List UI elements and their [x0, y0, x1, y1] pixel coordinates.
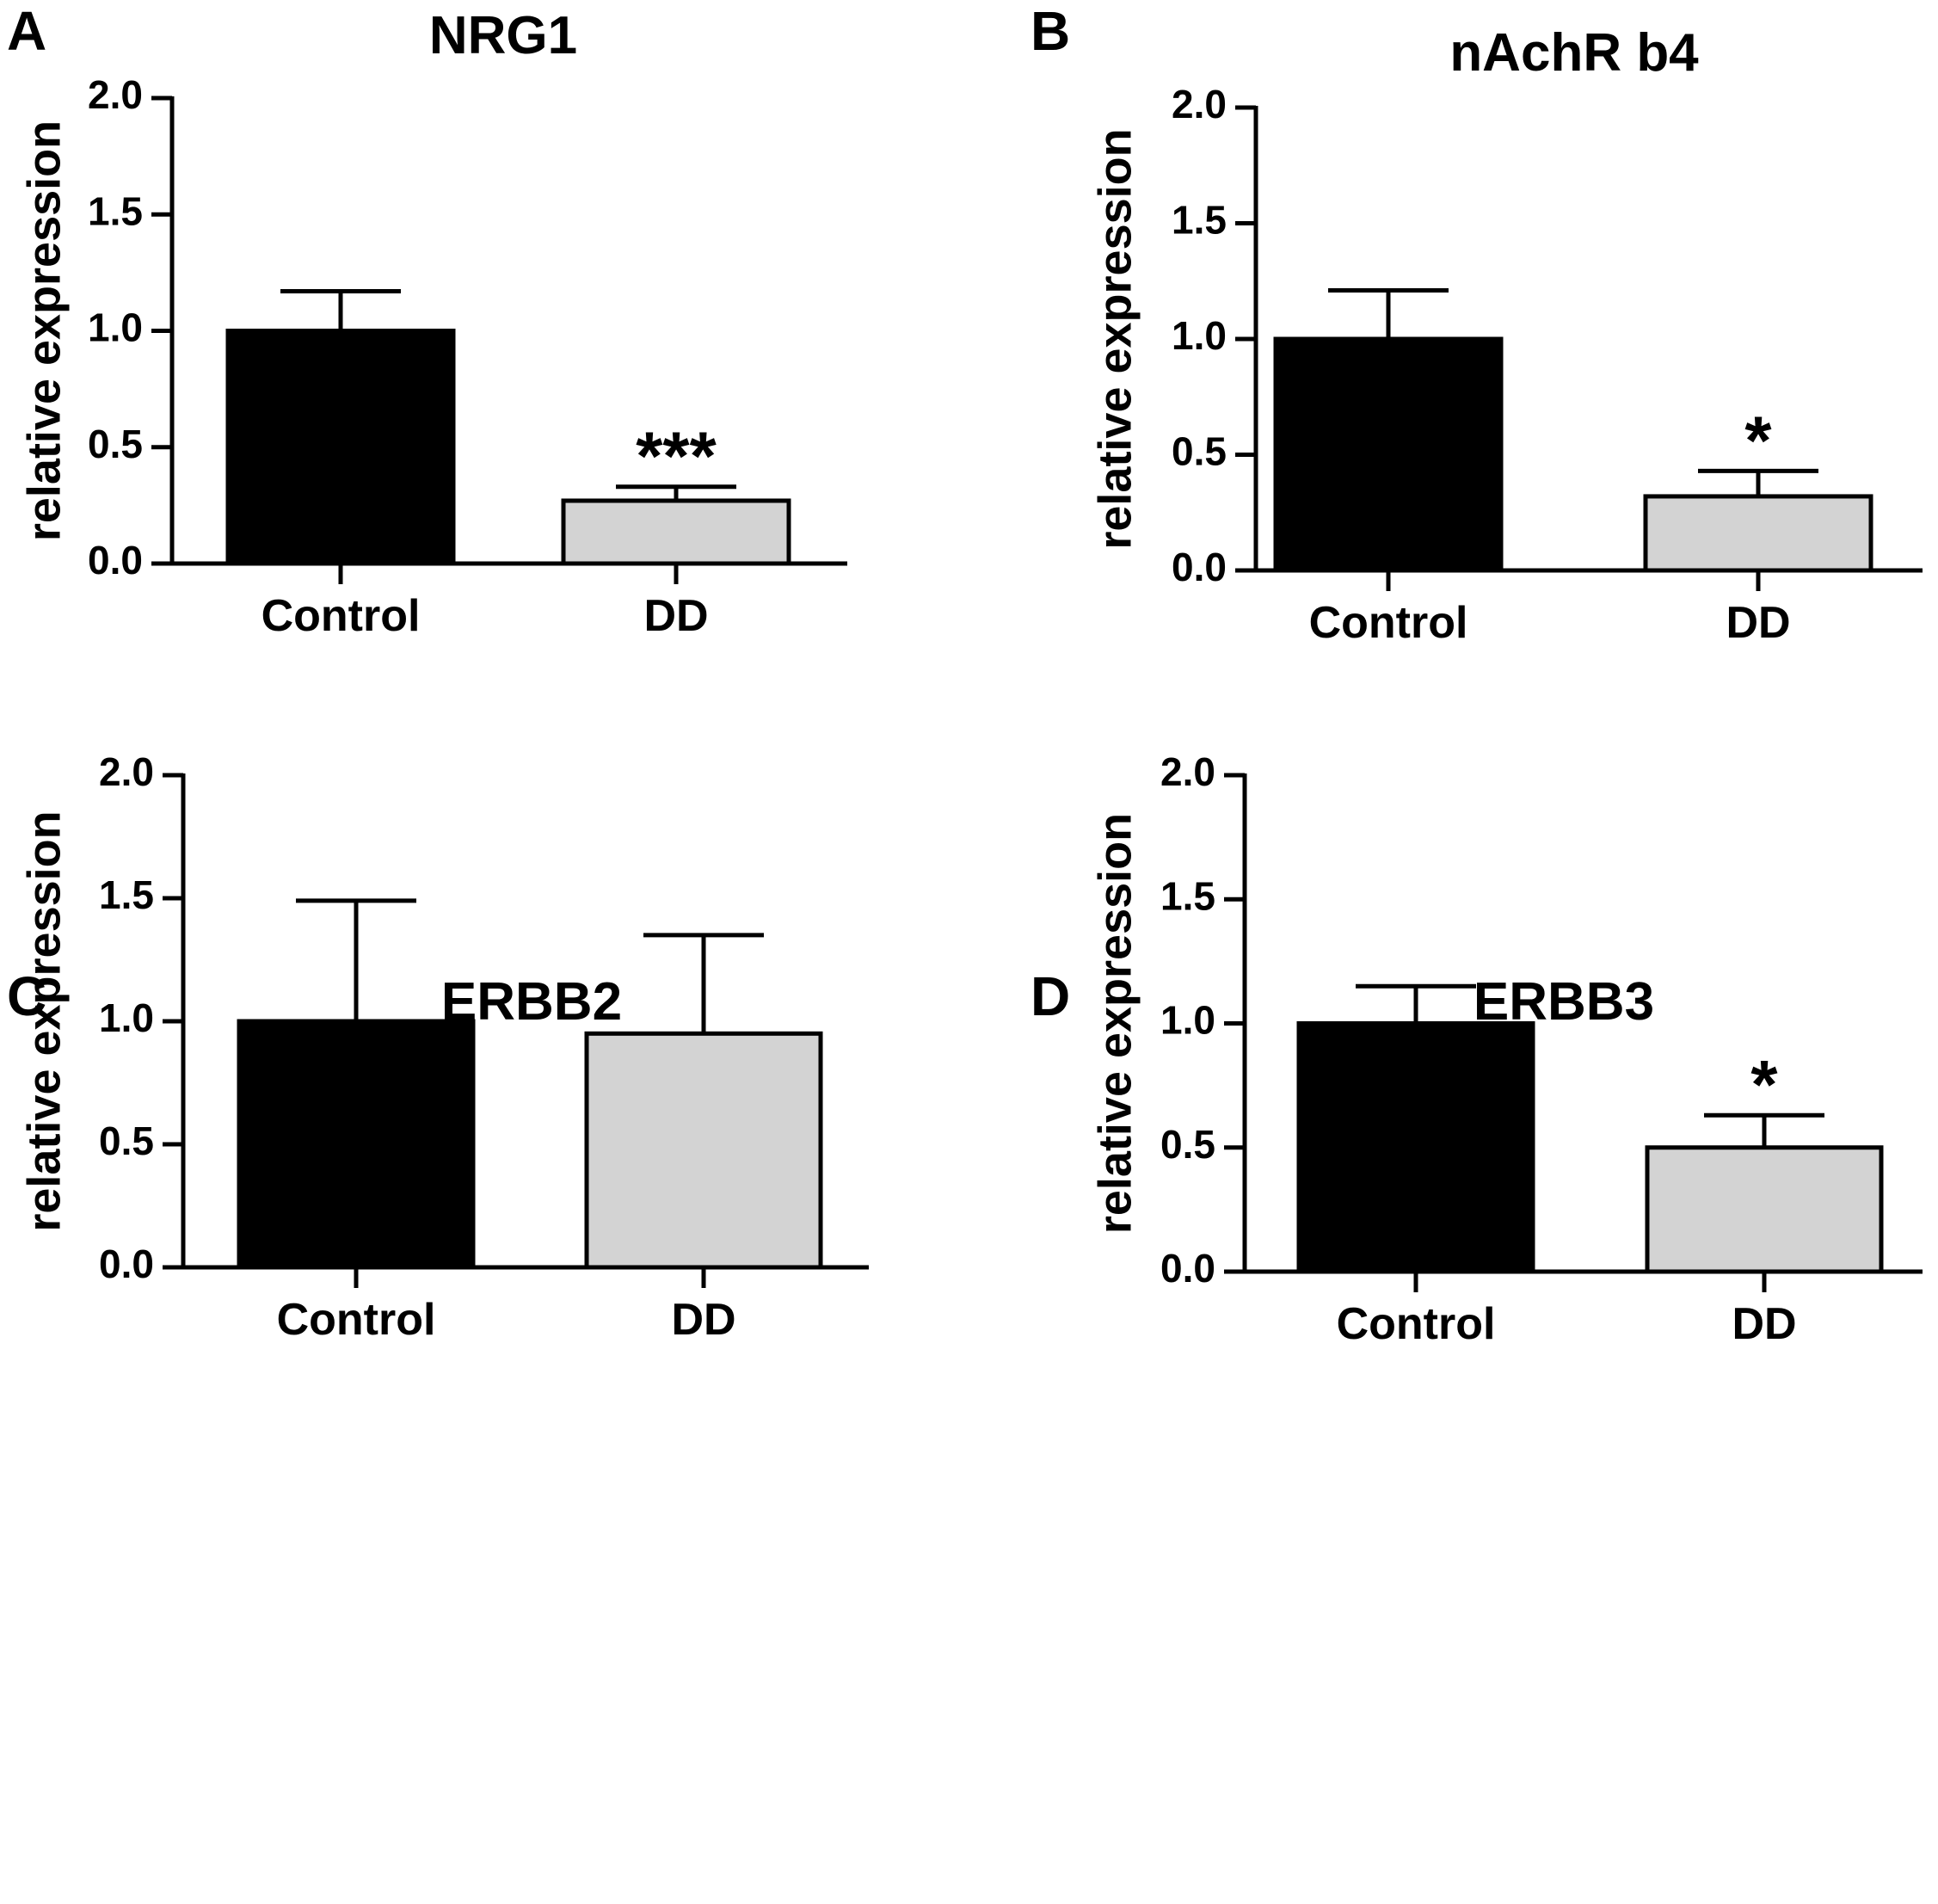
panel-a-ylabel: relative expression — [18, 120, 70, 541]
panel-b-category-label: Control — [1309, 598, 1468, 648]
panel-b-ytick-label: 1.0 — [1172, 313, 1227, 358]
panel-a-category-label: Control — [261, 591, 421, 641]
panel-b-title: nAchR b4 — [1449, 23, 1699, 83]
panel-b-bar-control — [1273, 336, 1504, 573]
panel-d-ytick-label: 0.5 — [1160, 1122, 1215, 1167]
panel-b-ytick-label: 2.0 — [1172, 82, 1227, 126]
panel-a-category-label: DD — [643, 591, 708, 641]
panel-b-ytick-label: 1.5 — [1172, 198, 1227, 243]
panel-d-ylabel: relative expression — [1089, 813, 1141, 1234]
panel-d-category-label: Control — [1337, 1299, 1496, 1349]
panel-a-ytick-label: 1.5 — [88, 188, 143, 233]
panel-d-ytick-label: 1.0 — [1160, 998, 1215, 1043]
panel-c-ytick-label: 1.5 — [99, 872, 154, 917]
panel-a-title: NRG1 — [429, 6, 577, 65]
panel-c-bar-control — [237, 1019, 476, 1270]
panel-a-ytick-label: 2.0 — [88, 72, 143, 117]
panel-a-bar-dd — [561, 498, 791, 566]
panel-a-ytick-label: 0.0 — [88, 538, 143, 582]
panel-d-bar-dd — [1645, 1145, 1884, 1274]
panel-d-ytick-label: 1.5 — [1160, 873, 1215, 918]
panel-c-ytick-label: 0.0 — [99, 1242, 154, 1286]
panel-b-category-label: DD — [1726, 598, 1790, 648]
panel-b-ytick-label: 0.5 — [1172, 429, 1227, 474]
panel-c-ylabel: relative expression — [18, 810, 70, 1231]
panel-c-category-label: Control — [277, 1295, 436, 1345]
panel-c-bar-dd — [584, 1031, 823, 1270]
panel-b-bar-dd — [1643, 494, 1873, 573]
panel-b-ylabel: relative expression — [1089, 128, 1141, 549]
panel-d-significance-dd: * — [1750, 1046, 1778, 1123]
panel-c-ytick-label: 1.0 — [99, 995, 154, 1040]
panel-d-ytick-label: 0.0 — [1160, 1246, 1215, 1291]
panel-a-significance-dd: *** — [636, 418, 717, 495]
panel-a-ytick-label: 0.5 — [88, 422, 143, 466]
panel-a-bar-control — [225, 329, 456, 566]
panel-d-bar-control — [1296, 1021, 1535, 1274]
panel-a-label: A — [7, 0, 46, 62]
panel-b-ytick-label: 0.0 — [1172, 545, 1227, 589]
panel-c-ytick-label: 0.5 — [99, 1118, 154, 1163]
panel-d-label: D — [1031, 965, 1070, 1027]
panel-b-label: B — [1031, 0, 1070, 62]
panel-d-category-label: DD — [1732, 1299, 1796, 1349]
panel-c-category-label: DD — [671, 1295, 735, 1345]
panel-d-ytick-label: 2.0 — [1160, 749, 1215, 794]
panel-a-ytick-label: 1.0 — [88, 305, 143, 350]
panel-c-label: C — [7, 965, 46, 1027]
panel-b-significance-dd: * — [1744, 402, 1772, 478]
panel-c-ytick-label: 2.0 — [99, 749, 154, 794]
